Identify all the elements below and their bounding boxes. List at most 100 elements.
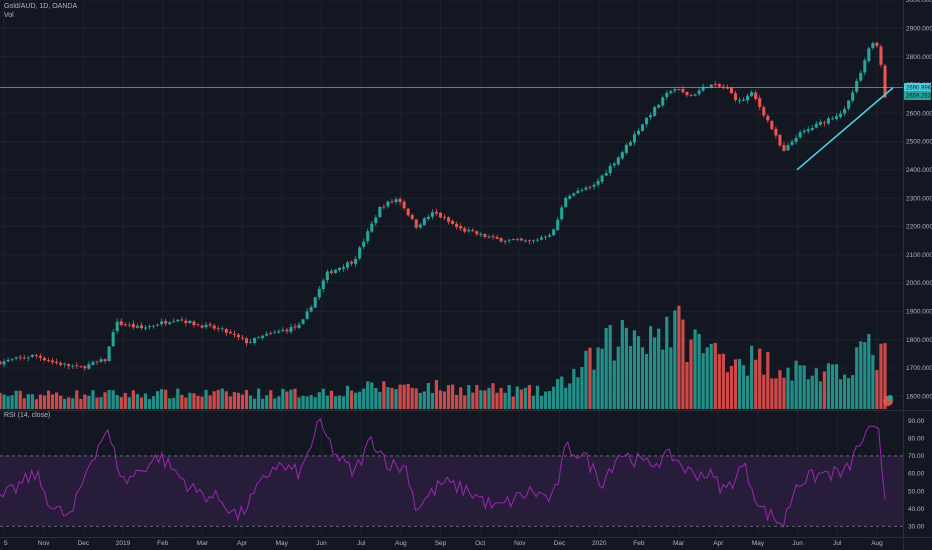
volume-bar — [564, 387, 568, 409]
candle-body — [754, 92, 758, 99]
candle-body — [467, 230, 471, 232]
volume-bar — [248, 395, 253, 409]
rsi-line — [0, 418, 886, 528]
volume-legend[interactable]: Vol — [4, 12, 14, 19]
last-price-text: 2659.253 — [906, 93, 932, 99]
rsi-legend[interactable]: RSI (14, close) — [4, 412, 51, 419]
price-candles — [0, 41, 887, 371]
volume-bar — [406, 383, 410, 409]
volume-bar — [317, 392, 321, 409]
candle-body — [628, 141, 632, 146]
trendline[interactable] — [796, 87, 894, 171]
volume-bar — [2, 394, 6, 409]
candle-body — [693, 94, 697, 96]
volume-bar — [160, 389, 164, 409]
price-tick-label: 2600.000 — [906, 110, 932, 117]
candle-body — [59, 362, 63, 365]
price-tick-label: 1700.000 — [906, 365, 932, 372]
rsi-tick-label: 80.00 — [908, 436, 925, 443]
volume-bar — [6, 396, 10, 409]
volume-bar — [539, 395, 544, 409]
chart-settings-icon-dot[interactable] — [887, 395, 893, 401]
volume-bar — [568, 383, 572, 409]
candle-body — [810, 127, 814, 130]
candle-body — [265, 333, 269, 336]
volume-bar — [669, 347, 673, 409]
volume-bar — [71, 398, 75, 409]
candle-body — [430, 212, 434, 217]
chart-settings-icon[interactable] — [883, 395, 893, 406]
candle-body — [588, 186, 592, 188]
candle-body — [135, 325, 139, 328]
price-tick-label: 1600.000 — [906, 393, 932, 400]
candle-body — [143, 327, 148, 329]
volume-bar — [434, 380, 439, 409]
candle-body — [669, 91, 673, 94]
volume-bar — [442, 391, 447, 409]
volume-bar — [180, 394, 184, 409]
drawing-overlays[interactable] — [0, 87, 903, 171]
candle-body — [778, 134, 782, 146]
candle-body — [313, 297, 317, 308]
candle-body — [346, 262, 350, 268]
candle-body — [814, 123, 818, 128]
time-tick-label: Dec — [554, 540, 566, 547]
time-tick-label: Nov — [514, 540, 526, 547]
candle-body — [350, 261, 354, 264]
candle-body — [321, 280, 325, 289]
volume-bars — [0, 305, 887, 409]
volume-bar — [418, 392, 422, 409]
candle-body — [337, 267, 341, 271]
candle-body — [447, 217, 451, 222]
volume-bar — [717, 354, 721, 409]
candle-body — [645, 117, 649, 125]
candle-body — [297, 324, 301, 328]
volume-bar — [782, 377, 786, 409]
candle-body — [717, 84, 721, 87]
volume-bar — [487, 387, 491, 409]
candle-body — [63, 363, 67, 365]
candle-body — [374, 217, 378, 224]
volume-bar — [216, 389, 220, 409]
candle-body — [442, 216, 447, 218]
volume-bar — [883, 343, 887, 409]
candle-body — [758, 98, 762, 107]
candle-body — [83, 366, 87, 369]
time-tick-label: Jun — [316, 540, 327, 547]
candle-body — [774, 128, 778, 136]
volume-bar — [758, 348, 762, 409]
volume-bar — [204, 389, 208, 409]
candle-body — [362, 241, 366, 247]
candle-body — [822, 122, 826, 124]
volume-bar — [705, 347, 709, 409]
candle-body — [596, 180, 600, 185]
volume-bar — [543, 391, 548, 409]
candle-body — [624, 144, 628, 153]
volume-bar — [786, 367, 790, 409]
symbol-legend[interactable]: Gold/AUD, 1D, OANDA — [4, 3, 78, 10]
candle-body — [661, 97, 665, 106]
candle-body — [99, 359, 103, 362]
volume-bar — [750, 345, 754, 409]
price-tick-label: 2000.000 — [906, 280, 932, 287]
volume-bar — [826, 363, 831, 409]
volume-bar — [640, 347, 645, 409]
volume-bar — [91, 390, 95, 409]
volume-bar — [176, 388, 180, 409]
candle-body — [410, 215, 414, 219]
volume-bar — [378, 391, 382, 409]
rsi-tick-label: 70.00 — [908, 453, 925, 460]
candle-body — [281, 330, 285, 332]
volume-bar — [410, 387, 414, 409]
candle-body — [204, 324, 208, 328]
time-tick-label: 5 — [4, 540, 8, 547]
volume-bar — [463, 395, 467, 409]
candle-body — [293, 326, 297, 328]
volume-bar — [349, 390, 354, 409]
volume-bar — [665, 316, 669, 409]
volume-bar — [362, 388, 366, 409]
price-tick-label: 3000.000 — [906, 0, 932, 4]
volume-bar — [143, 393, 148, 409]
candle-body — [584, 187, 588, 190]
